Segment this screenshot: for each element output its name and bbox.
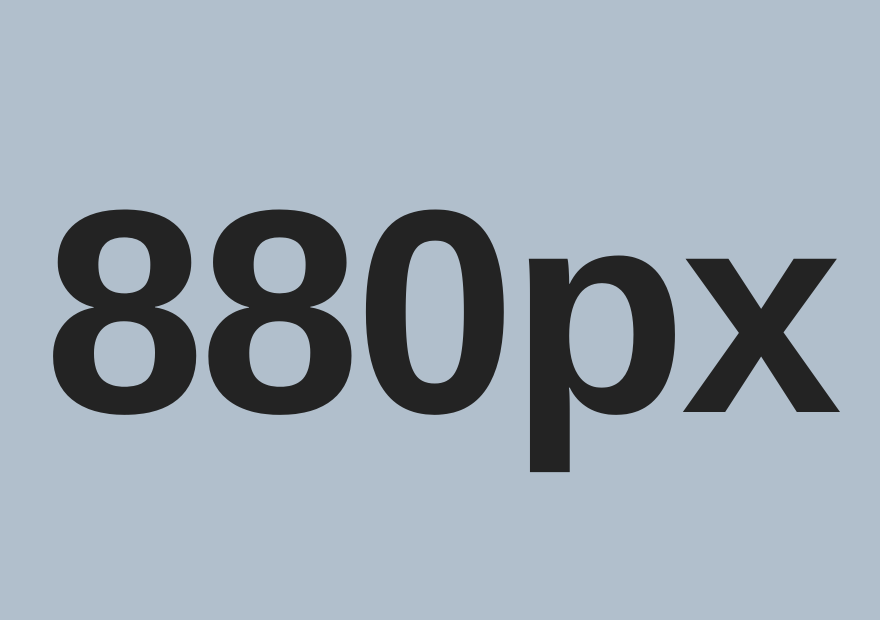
- dimension-label: 880px: [43, 150, 842, 474]
